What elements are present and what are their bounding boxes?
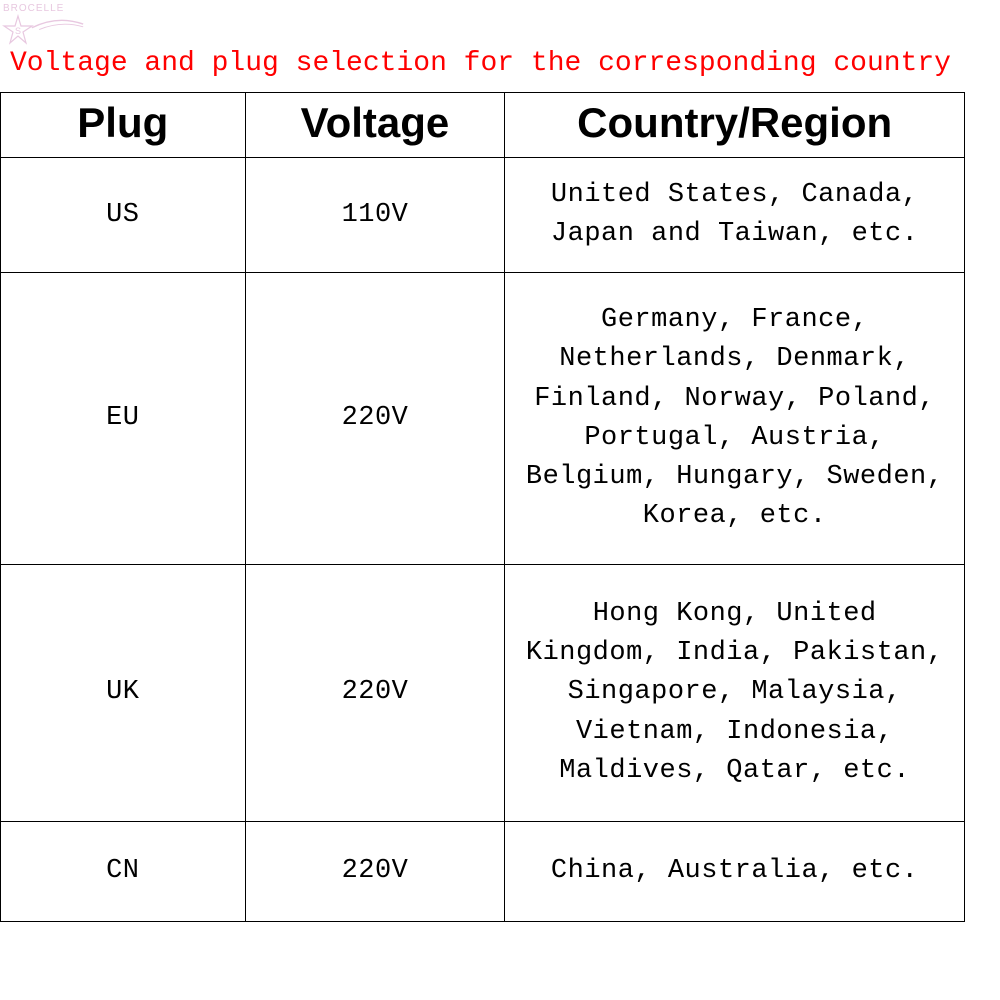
cell-plug: CN — [1, 821, 246, 921]
swoosh-icon — [30, 18, 85, 32]
table-header-row: Plug Voltage Country/Region — [1, 93, 965, 158]
cell-region: United States, Canada, Japan and Taiwan,… — [505, 158, 965, 273]
table-row: CN 220V China, Australia, etc. — [1, 821, 965, 921]
plug-voltage-table: Plug Voltage Country/Region US 110V Unit… — [0, 92, 965, 922]
table-row: EU 220V Germany, France, Netherlands, De… — [1, 273, 965, 565]
cell-region: Germany, France, Netherlands, Denmark, F… — [505, 273, 965, 565]
cell-voltage: 110V — [245, 158, 505, 273]
svg-text:S: S — [15, 26, 21, 36]
table-row: UK 220V Hong Kong, United Kingdom, India… — [1, 565, 965, 822]
page-title: Voltage and plug selection for the corre… — [10, 48, 951, 79]
cell-region: China, Australia, etc. — [505, 821, 965, 921]
cell-plug: UK — [1, 565, 246, 822]
header-plug: Plug — [1, 93, 246, 158]
cell-voltage: 220V — [245, 273, 505, 565]
header-region: Country/Region — [505, 93, 965, 158]
table-row: US 110V United States, Canada, Japan and… — [1, 158, 965, 273]
watermark-text: BROCELLE — [3, 3, 64, 14]
cell-voltage: 220V — [245, 565, 505, 822]
cell-plug: US — [1, 158, 246, 273]
cell-region: Hong Kong, United Kingdom, India, Pakist… — [505, 565, 965, 822]
cell-voltage: 220V — [245, 821, 505, 921]
cell-plug: EU — [1, 273, 246, 565]
header-voltage: Voltage — [245, 93, 505, 158]
